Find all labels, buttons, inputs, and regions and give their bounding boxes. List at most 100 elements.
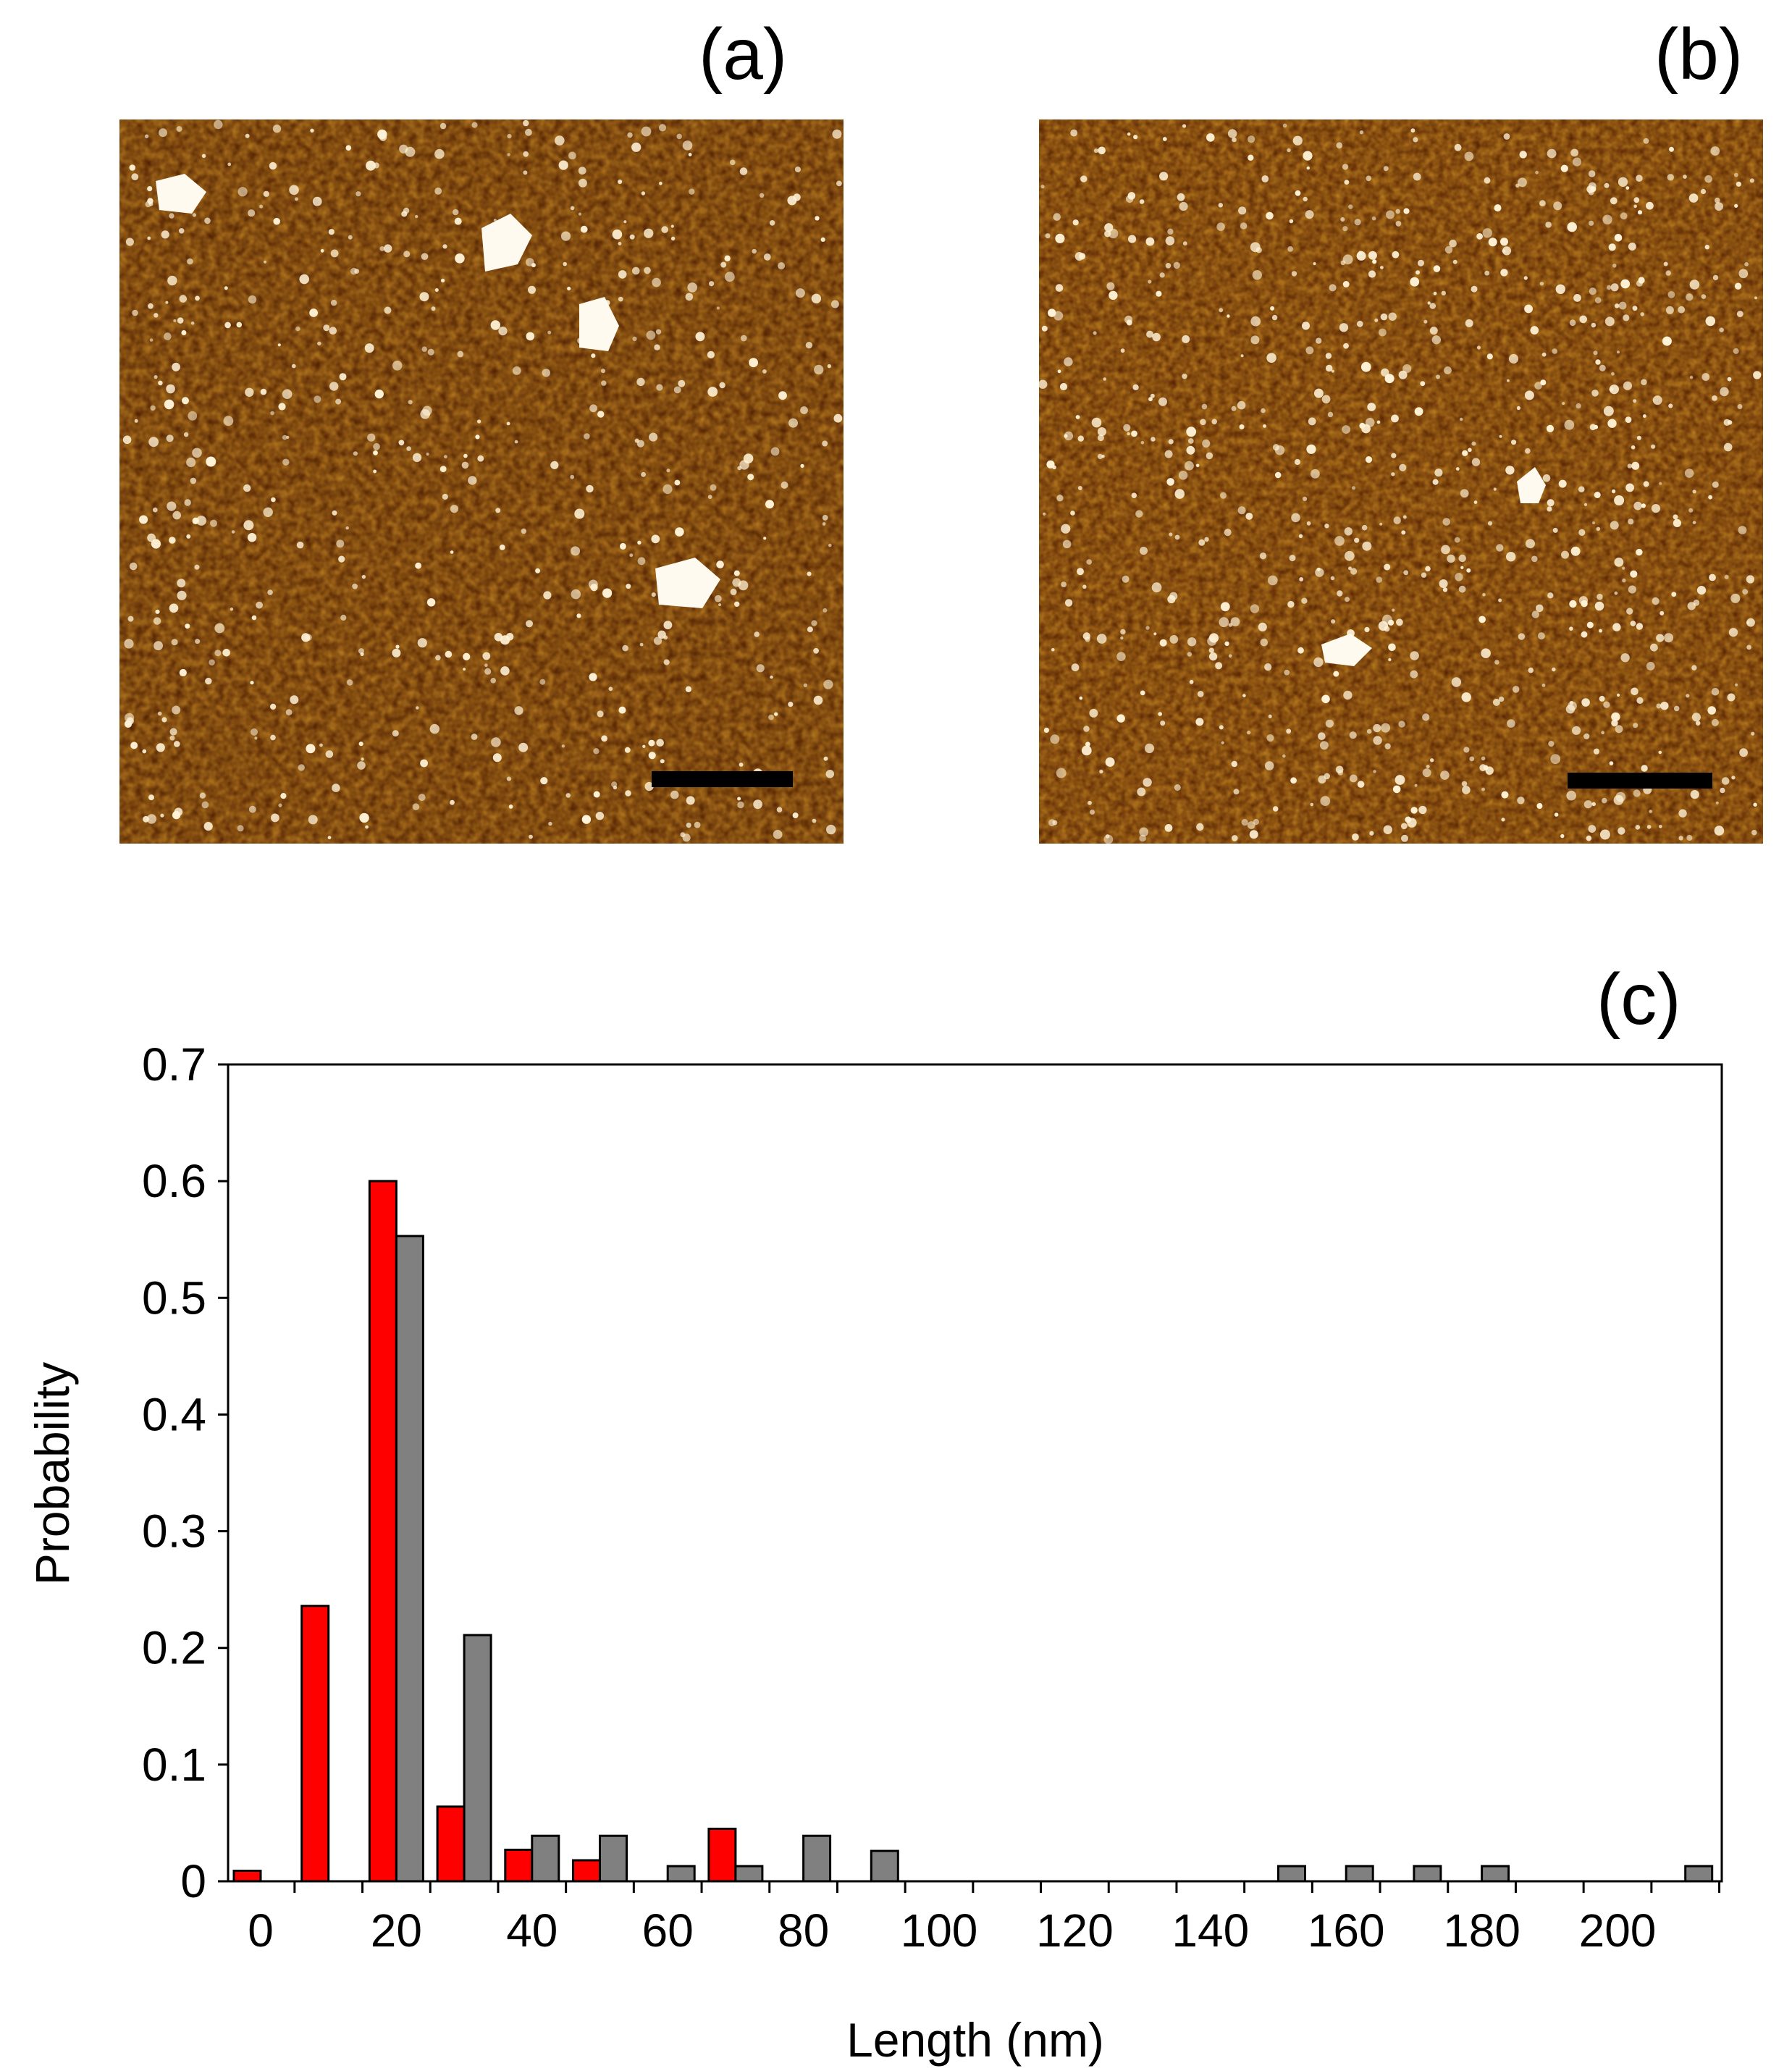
afm-particle xyxy=(1331,369,1334,373)
afm-particle xyxy=(1462,450,1468,456)
afm-particle xyxy=(1564,419,1575,430)
bar-series-2-160 xyxy=(1345,1865,1374,1883)
afm-particle xyxy=(1364,626,1370,633)
afm-particle xyxy=(1081,745,1092,756)
afm-particle xyxy=(1712,274,1719,281)
afm-particle xyxy=(457,350,464,358)
afm-particle xyxy=(1595,359,1601,365)
x-tick-label: 160 xyxy=(1308,1904,1385,1957)
afm-particle xyxy=(129,562,138,571)
afm-particle xyxy=(506,421,510,426)
afm-particle xyxy=(1152,332,1161,342)
afm-particle xyxy=(639,642,644,647)
afm-particle xyxy=(663,635,668,640)
afm-particle xyxy=(167,275,177,286)
afm-particle xyxy=(442,244,447,249)
afm-particle xyxy=(1414,784,1418,787)
afm-particle xyxy=(1427,301,1431,305)
afm-particle xyxy=(1376,420,1381,424)
afm-particle xyxy=(1308,417,1316,426)
afm-particle xyxy=(1665,270,1671,276)
afm-particle xyxy=(1662,336,1672,346)
afm-particle xyxy=(739,763,744,767)
afm-particle xyxy=(417,638,427,648)
afm-particle xyxy=(1072,219,1079,226)
afm-particle xyxy=(1589,287,1597,295)
afm-particle xyxy=(1493,487,1497,491)
afm-particle xyxy=(1324,524,1329,529)
y-tick-label: 0 xyxy=(180,1855,206,1907)
afm-particle xyxy=(1690,790,1699,799)
afm-particle xyxy=(823,608,828,613)
afm-particle xyxy=(1392,785,1401,794)
afm-particle xyxy=(1731,776,1736,780)
afm-aggregates xyxy=(156,174,720,608)
afm-particle xyxy=(1471,458,1481,466)
afm-particle xyxy=(540,777,548,785)
afm-particle xyxy=(1646,201,1654,210)
x-tick-label: 120 xyxy=(1036,1904,1114,1957)
afm-particle xyxy=(626,584,631,589)
afm-particle xyxy=(434,288,439,292)
afm-particle xyxy=(1734,282,1742,290)
afm-particle xyxy=(1558,479,1567,488)
afm-particle xyxy=(1615,791,1626,802)
afm-particle xyxy=(1439,579,1448,588)
afm-particle xyxy=(1148,397,1153,402)
afm-particle xyxy=(1507,719,1515,728)
afm-particle xyxy=(272,125,282,133)
afm-particle xyxy=(1287,600,1295,608)
afm-particle xyxy=(156,743,165,752)
afm-particle xyxy=(1410,807,1418,814)
afm-particle xyxy=(1423,319,1428,324)
afm-particle xyxy=(1380,313,1388,321)
bar-series-2-50 xyxy=(599,1834,628,1883)
afm-particle xyxy=(231,530,235,534)
afm-particle xyxy=(600,369,606,374)
afm-particle xyxy=(1572,726,1581,735)
afm-particle xyxy=(729,159,736,166)
afm-particle xyxy=(1248,135,1255,143)
afm-particle xyxy=(686,823,691,828)
afm-particle xyxy=(1517,797,1525,805)
afm-particle xyxy=(1641,379,1647,385)
afm-particle xyxy=(130,742,138,749)
afm-particle xyxy=(1218,203,1223,208)
afm-particle xyxy=(223,416,234,427)
afm-particle xyxy=(1737,404,1743,409)
y-tick-label: 0.1 xyxy=(142,1739,206,1791)
afm-particle xyxy=(1088,800,1092,805)
afm-particle xyxy=(177,317,184,324)
afm-particle xyxy=(675,527,684,537)
afm-particle xyxy=(1159,639,1167,647)
plot-frame xyxy=(227,1063,1723,1883)
afm-particle xyxy=(1122,575,1130,583)
afm-particle xyxy=(739,167,748,175)
afm-particle xyxy=(1224,529,1232,537)
afm-particle xyxy=(525,128,532,136)
afm-particle xyxy=(463,652,471,661)
afm-particle xyxy=(649,432,658,442)
afm-particle xyxy=(169,537,176,544)
afm-particle xyxy=(1373,736,1382,745)
afm-particle xyxy=(673,386,681,394)
afm-particle xyxy=(149,338,153,342)
afm-particle xyxy=(1720,787,1725,794)
afm-particle xyxy=(484,663,488,668)
afm-particle xyxy=(1316,337,1322,344)
afm-particle xyxy=(1623,314,1630,322)
afm-particle xyxy=(1165,236,1175,245)
afm-particle xyxy=(1569,319,1576,327)
afm-particle xyxy=(1403,570,1409,576)
afm-particle xyxy=(178,228,185,234)
afm-particle xyxy=(335,398,342,405)
afm-particle xyxy=(591,353,596,358)
afm-particle xyxy=(1211,419,1217,425)
afm-particle xyxy=(1425,566,1431,572)
bar-series-1-40 xyxy=(504,1849,534,1883)
afm-particle xyxy=(1187,652,1192,657)
afm-particle xyxy=(707,495,712,500)
afm-particle xyxy=(1204,537,1209,542)
afm-particle xyxy=(1531,555,1538,563)
afm-particle xyxy=(820,237,825,242)
